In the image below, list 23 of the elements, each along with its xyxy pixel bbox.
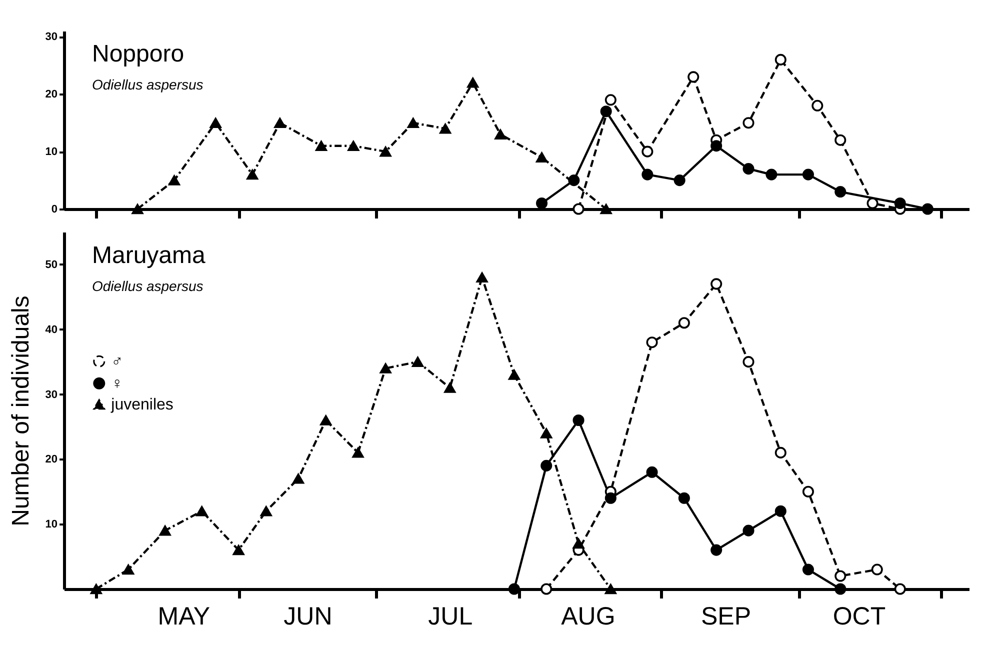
x-tick-label: OCT	[832, 602, 886, 630]
chart-title: Maruyama	[92, 242, 206, 269]
text: Odiellus aspersus	[92, 278, 204, 294]
x-tick-label: JUL	[428, 602, 473, 630]
y-tick-label: 20	[45, 88, 58, 101]
legend-label: ♂	[111, 353, 124, 370]
y-axis-title: Number of individuals	[7, 296, 34, 526]
y-tick-label: 30	[45, 31, 58, 44]
legend-label: ♀	[111, 375, 124, 392]
legend-label: juveniles	[110, 396, 174, 414]
x-tick-label: SEP	[701, 602, 752, 630]
y-tick-label: 0	[51, 204, 58, 216]
y-tick-label: 40	[45, 324, 58, 336]
y-tick-label: 30	[45, 388, 58, 401]
chart-title: Nopporo	[92, 40, 184, 68]
x-tick-label: JUN	[284, 602, 332, 630]
x-tick-label: MAY	[158, 602, 210, 630]
y-tick-label: 20	[45, 454, 58, 466]
y-tick-label: 10	[45, 146, 58, 158]
y-tick-label: 10	[45, 518, 58, 531]
x-tick-label: AUG	[561, 602, 616, 630]
text: Odiellus aspersus	[92, 76, 204, 93]
y-tick-label: 50	[45, 258, 58, 271]
